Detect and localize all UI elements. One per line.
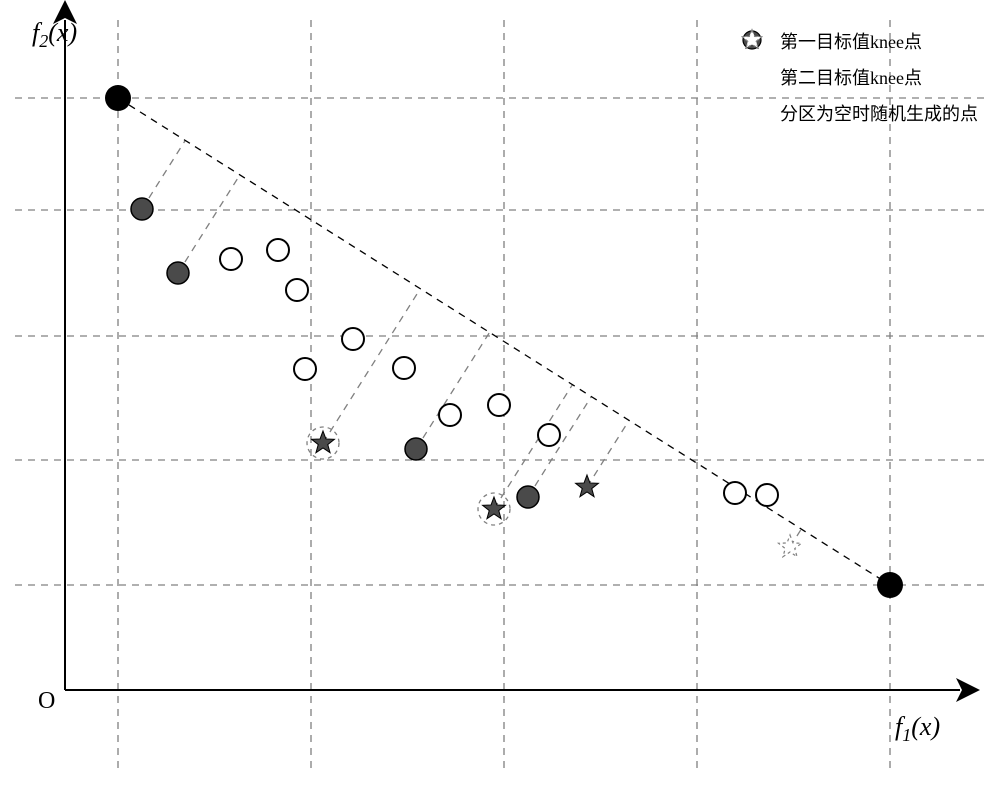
y-axis-label: f2(x) xyxy=(32,18,77,52)
diagram-canvas: f2(x) f1(x) O 第一目标值knee点 第二目标值knee点 分区为空… xyxy=(0,0,1000,787)
legend-label-2: 第二目标值knee点 xyxy=(780,64,922,90)
legend-label-1: 第一目标值knee点 xyxy=(780,28,922,54)
legend-label-3: 分区为空时随机生成的点 xyxy=(780,100,978,126)
legend-item-3: 分区为空时随机生成的点 xyxy=(740,100,978,126)
legend: 第一目标值knee点 第二目标值knee点 分区为空时随机生成的点 xyxy=(740,28,978,136)
legend-item-2: 第二目标值knee点 xyxy=(740,64,978,90)
dashed-star-icon xyxy=(740,101,774,125)
origin-label: O xyxy=(38,688,55,715)
circle-icon xyxy=(740,65,774,89)
x-axis-label: f1(x) xyxy=(895,712,940,746)
legend-item-1: 第一目标值knee点 xyxy=(740,28,978,54)
